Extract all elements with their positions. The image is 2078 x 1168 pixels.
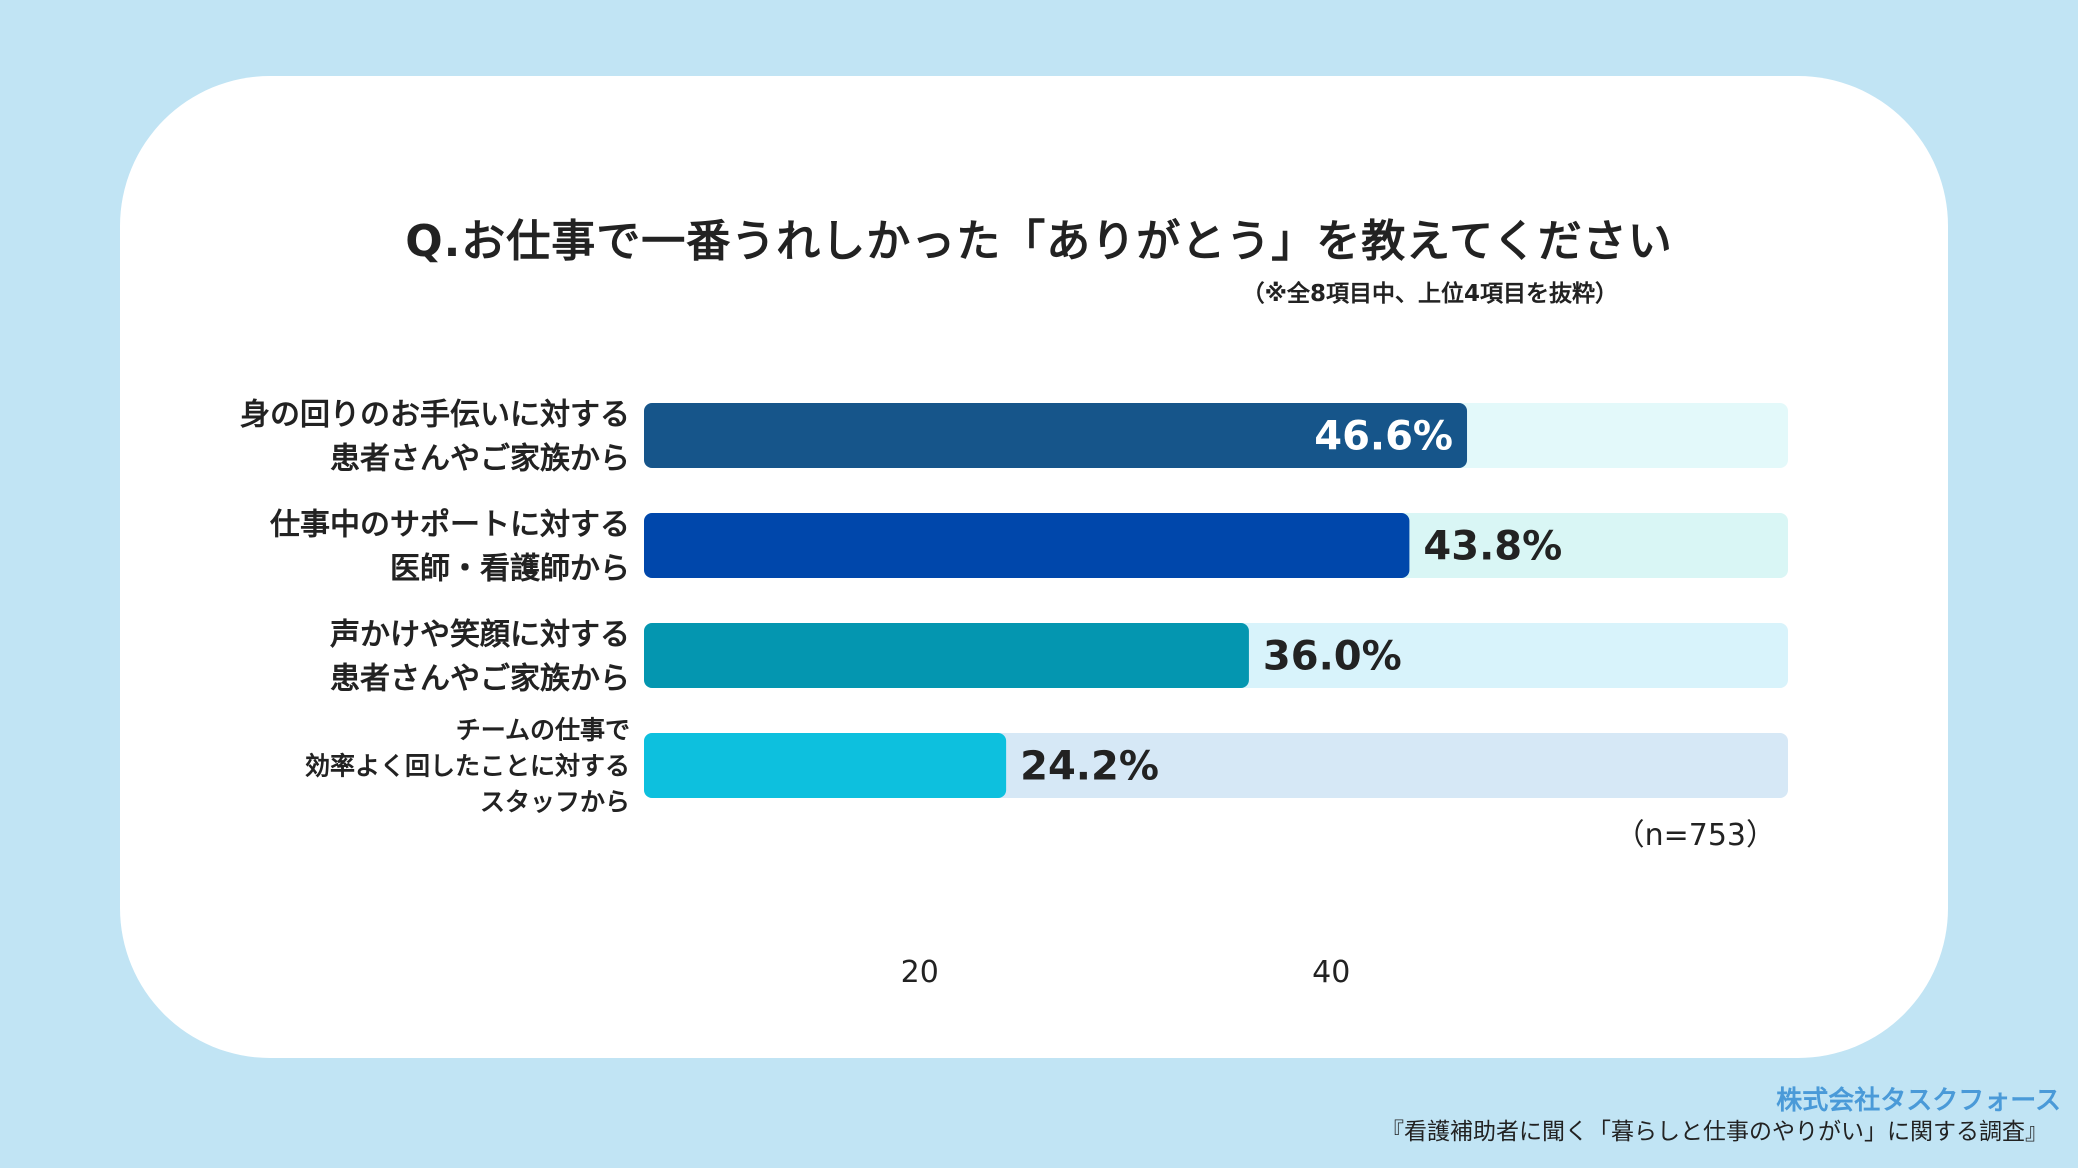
footer-company: 株式会社タスクフォース (1776, 1086, 2061, 1116)
x-tick-label: 20 (901, 955, 939, 990)
category-label: チームの仕事で (456, 716, 630, 745)
chart-title: Q.お仕事で一番うれしかった「ありがとう」を教えてください (405, 216, 1673, 267)
category-label: 患者さんやご家族から (330, 441, 630, 476)
sample-size-note: （n=753） (1615, 818, 1776, 853)
category-label: 効率よく回したことに対する (305, 752, 630, 781)
bar (644, 513, 1410, 578)
x-tick-label: 40 (1312, 955, 1350, 990)
data-label: 43.8% (1423, 524, 1562, 570)
category-label: 声かけや笑顔に対する (330, 617, 630, 652)
category-label: スタッフから (480, 788, 630, 817)
category-label: 身の回りのお手伝いに対する (240, 397, 630, 432)
data-label: 24.2% (1020, 744, 1159, 790)
chart-subtitle: （※全8項目中、上位4項目を抜粋） (1241, 281, 1618, 307)
data-label: 36.0% (1263, 634, 1402, 680)
bar (644, 623, 1249, 688)
data-label: 46.6% (1314, 414, 1453, 460)
bar (644, 733, 1007, 798)
category-label: 仕事中のサポートに対する (269, 507, 630, 542)
category-label: 患者さんやご家族から (330, 661, 630, 696)
category-label: 医師・看護師から (390, 551, 630, 586)
bar (644, 403, 1468, 468)
footer-survey-title: 『看護補助者に聞く「暮らしと仕事のやりがい」に関する調査』 (1381, 1119, 2048, 1145)
